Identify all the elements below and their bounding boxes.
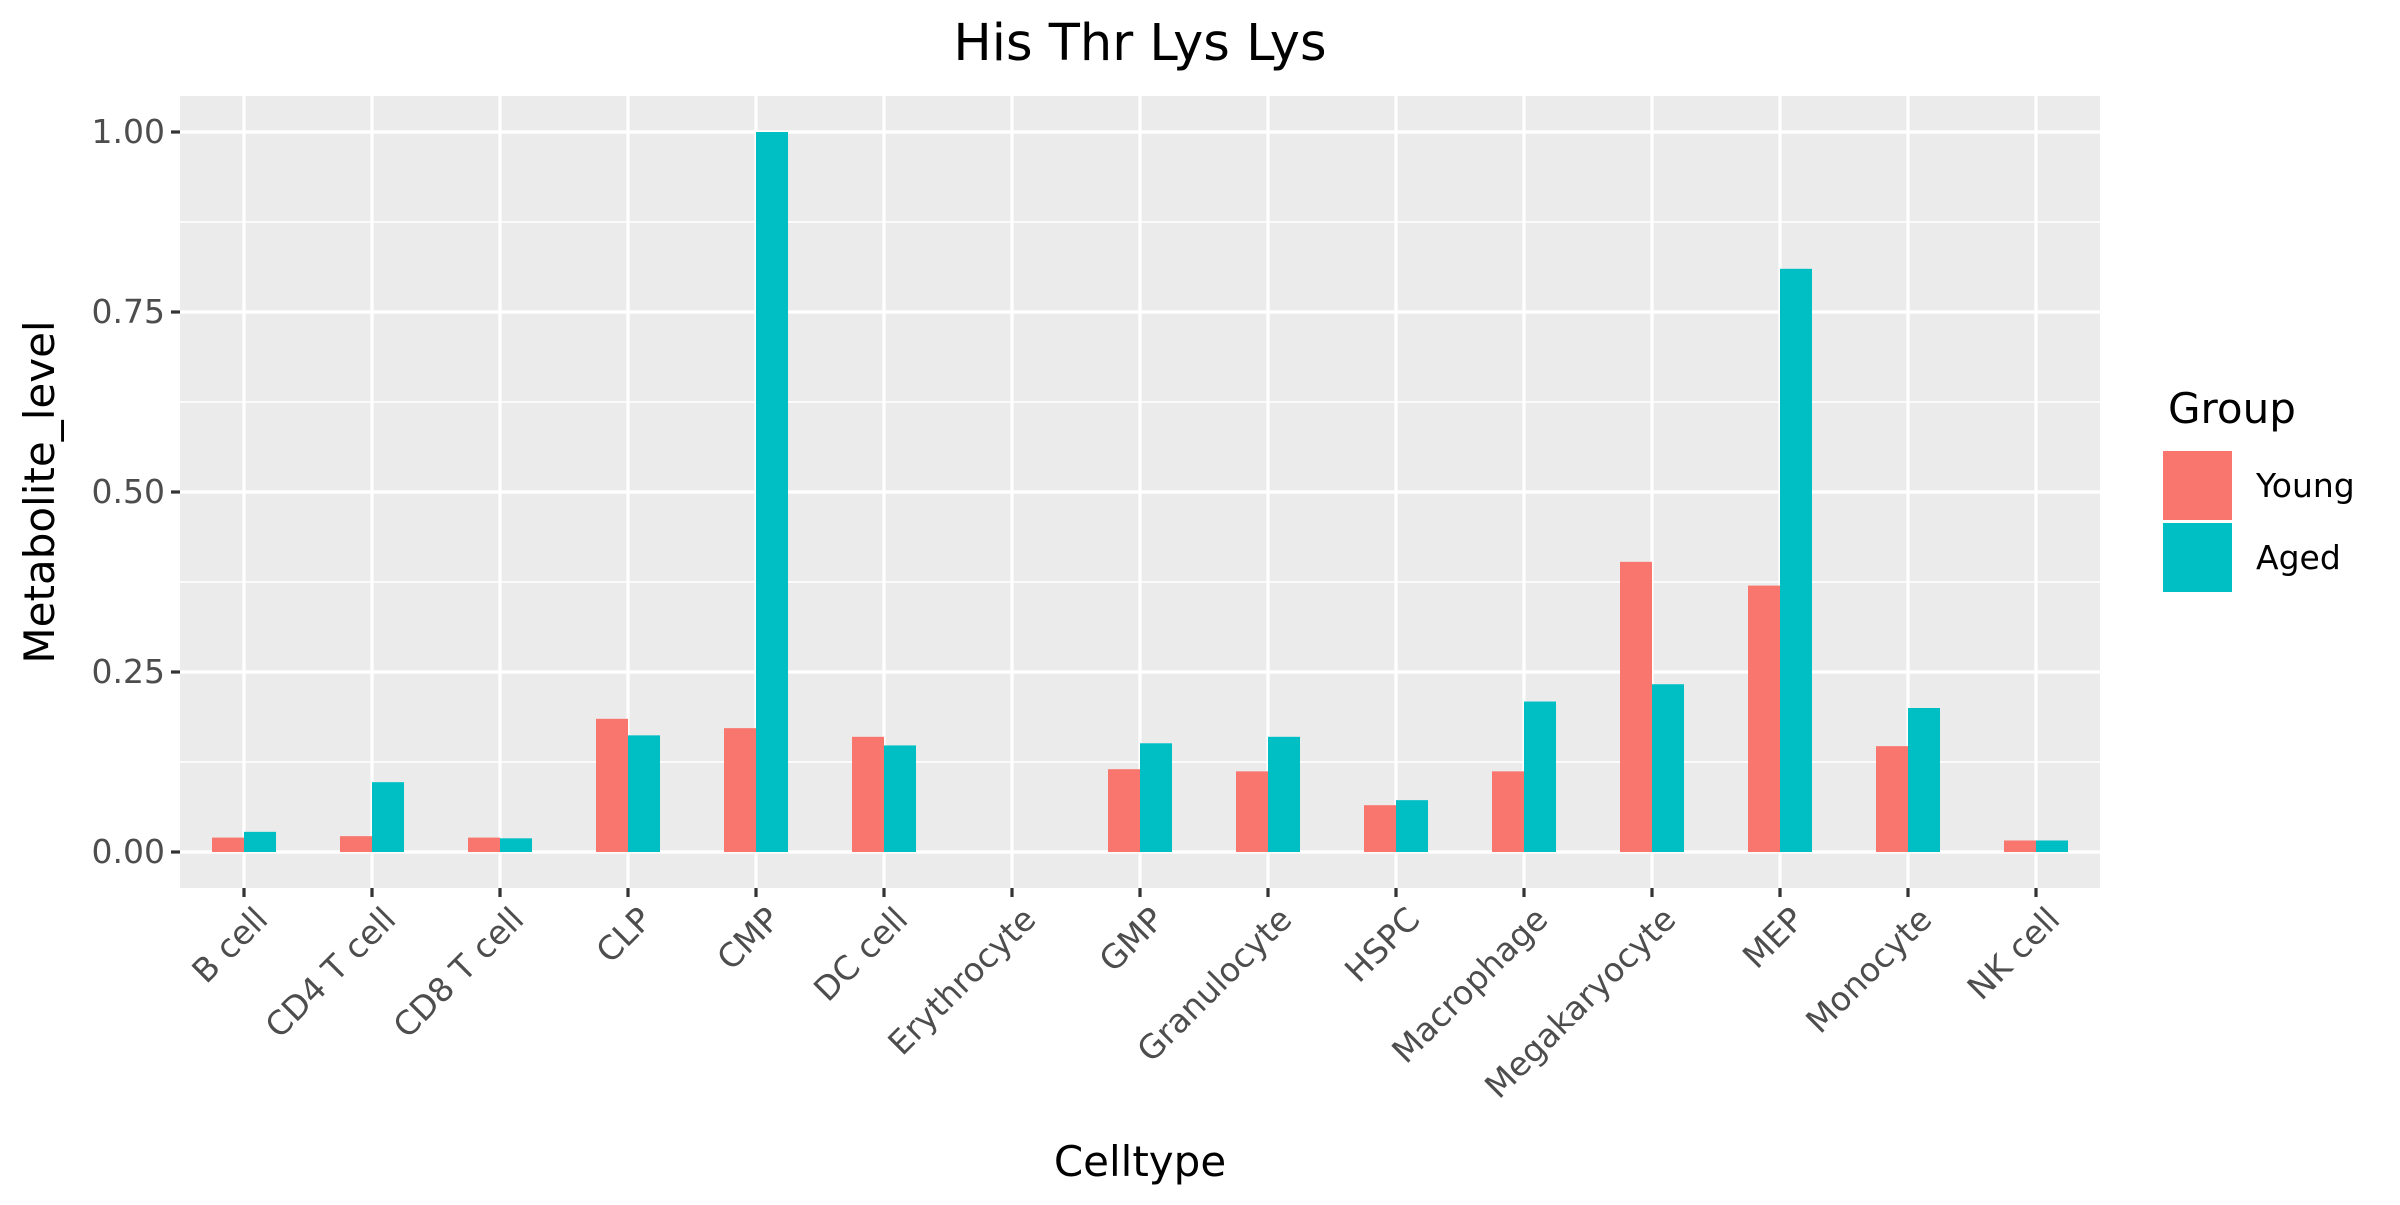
- bar-aged: [1396, 800, 1428, 852]
- bar-young: [1492, 771, 1524, 852]
- bar-young: [724, 728, 756, 852]
- bar-young: [1748, 585, 1780, 852]
- legend-label-young: Young: [2255, 466, 2355, 505]
- bar-aged: [1908, 708, 1940, 852]
- legend-key-young: [2163, 451, 2232, 520]
- y-axis: 0.00 0.25 0.50 0.75 1.00: [92, 112, 180, 871]
- bar-young: [1236, 771, 1268, 852]
- chart-title: His Thr Lys Lys: [953, 14, 1326, 73]
- bar-young: [596, 718, 628, 852]
- bar-young: [852, 736, 884, 852]
- bar-young: [212, 837, 244, 852]
- bar-aged: [1780, 268, 1812, 852]
- bar-aged: [2036, 840, 2068, 852]
- bar-young: [1620, 561, 1652, 852]
- bar-aged: [372, 782, 404, 852]
- bar-young: [1108, 769, 1140, 852]
- y-axis-title: Metabolite_level: [15, 320, 64, 663]
- x-axis-title: Celltype: [1054, 1137, 1226, 1186]
- bar-aged: [756, 132, 788, 852]
- legend-label-aged: Aged: [2256, 538, 2341, 577]
- bar-aged: [884, 745, 916, 852]
- y-tick-label: 1.00: [92, 112, 165, 151]
- y-tick-label: 0.25: [92, 652, 165, 691]
- bar-aged: [1140, 743, 1172, 852]
- y-tick-label: 0.00: [92, 832, 165, 871]
- legend: Group Young Aged: [2163, 384, 2355, 592]
- bar-aged: [244, 831, 276, 852]
- legend-key-aged: [2163, 523, 2232, 592]
- bar-young: [1364, 805, 1396, 852]
- bar-aged: [628, 735, 660, 852]
- bar-aged: [1652, 684, 1684, 852]
- bars: [212, 132, 2068, 852]
- bar-aged: [1524, 701, 1556, 852]
- y-tick-label: 0.75: [92, 292, 165, 331]
- legend-title: Group: [2168, 384, 2296, 433]
- bar-young: [340, 836, 372, 852]
- y-tick-label: 0.50: [92, 472, 165, 511]
- bar-aged: [500, 838, 532, 852]
- bar-aged: [1268, 736, 1300, 852]
- bar-young: [1876, 746, 1908, 852]
- bar-young: [2004, 840, 2036, 852]
- bar-young: [468, 837, 500, 852]
